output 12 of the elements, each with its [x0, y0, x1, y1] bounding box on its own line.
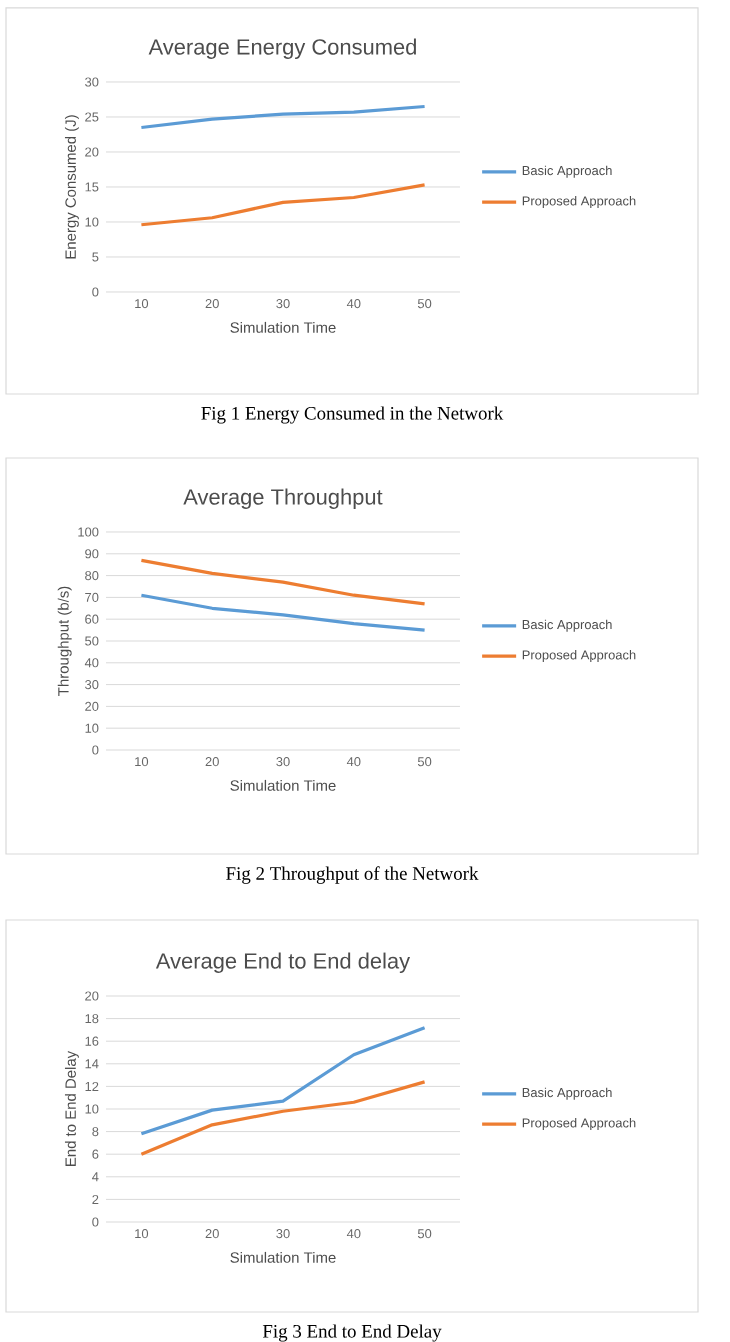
line-series	[139, 1026, 427, 1136]
chart-title: Average End to End delay	[155, 952, 411, 973]
caption: Fig 1 Energy Consumed in the Network	[201, 406, 504, 424]
line-series	[139, 593, 427, 632]
line-series	[139, 183, 427, 227]
line-series	[139, 558, 427, 606]
caption: Fig 2 Throughput of the Network	[226, 866, 479, 884]
line-series	[139, 104, 427, 130]
chart-title: Average Energy Consumed	[148, 38, 416, 59]
line-series	[139, 1080, 427, 1156]
chart-title: Average Throughput	[183, 488, 383, 509]
caption: Fig 3 End to End Delay	[262, 1324, 442, 1342]
